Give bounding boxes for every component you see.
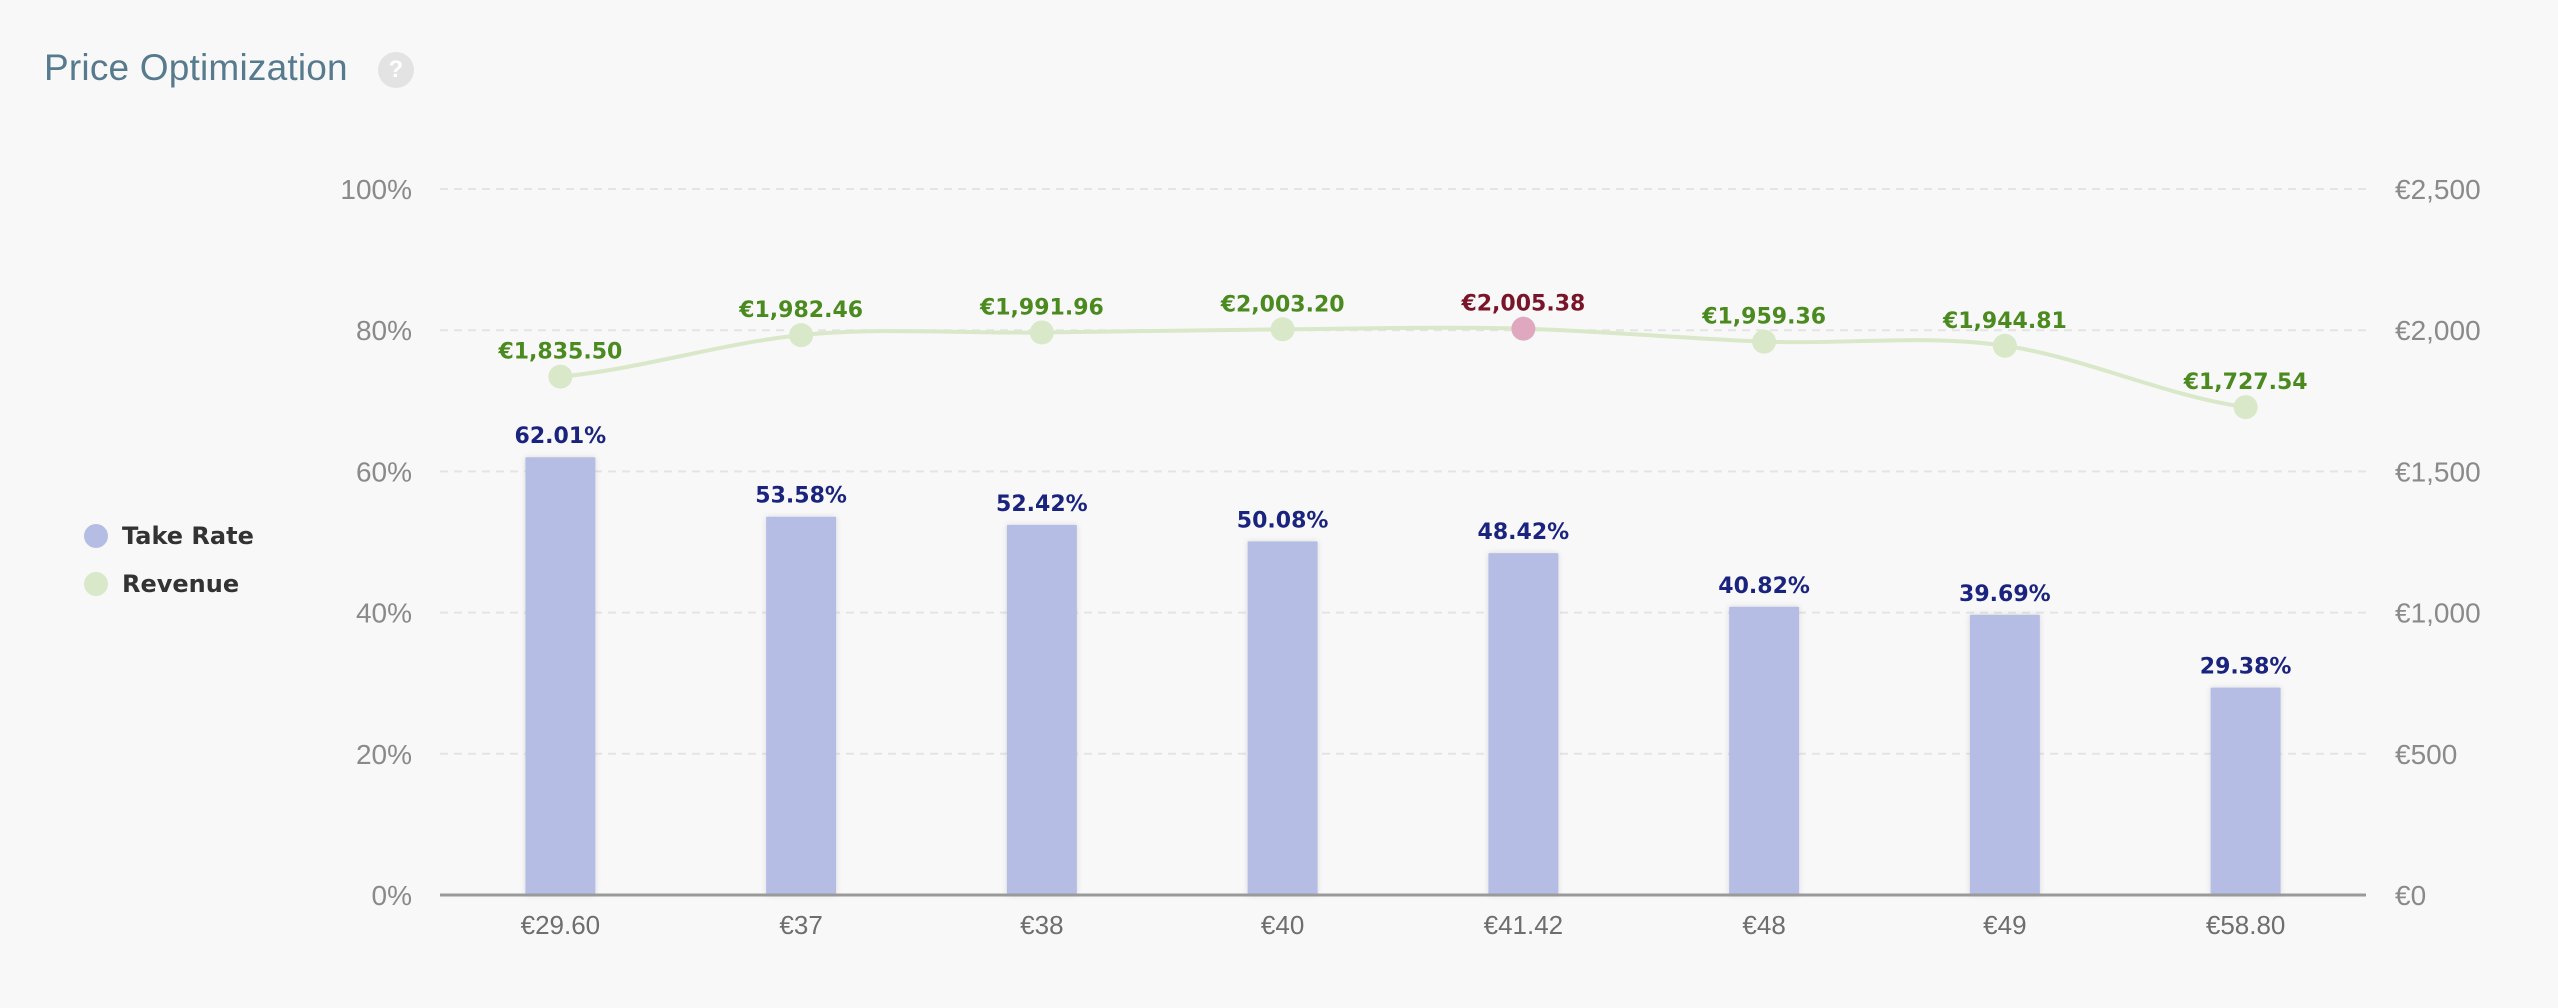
revenue-point [2233, 395, 2258, 420]
right-axis-tick-label: €500 [2395, 739, 2457, 770]
x-axis-tick-label: €41.42 [1484, 910, 1564, 940]
revenue-data-label: €1,991.96 [979, 295, 1104, 320]
x-axis-tick-label: €49 [1983, 910, 2026, 940]
revenue-data-label: €2,005.38 [1460, 292, 1585, 317]
take-rate-bar [1488, 553, 1559, 895]
take-rate-bar [1006, 524, 1077, 895]
take-rate-data-label: 40.82% [1718, 574, 1810, 599]
revenue-data-label: €1,959.36 [1701, 305, 1826, 330]
revenue-swatch-icon [84, 572, 108, 596]
page-title: Price Optimization [44, 47, 348, 88]
right-axis-tick-label: €2,000 [2395, 315, 2481, 346]
take-rate-data-label: 39.69% [1959, 582, 2051, 607]
take-rate-swatch-icon [84, 524, 108, 548]
x-axis-tick-label: €58.80 [2206, 910, 2286, 940]
left-axis-tick-label: 80% [356, 315, 412, 346]
legend-label: Take Rate [122, 522, 254, 550]
take-rate-data-label: 53.58% [755, 484, 847, 509]
chart-legend: Take Rate Revenue [84, 512, 254, 608]
take-rate-bar [1729, 606, 1800, 895]
revenue-data-label: €1,835.50 [497, 340, 622, 365]
help-icon[interactable]: ? [377, 52, 414, 88]
take-rate-bar [766, 516, 837, 895]
legend-label: Revenue [122, 570, 240, 598]
take-rate-bar [1247, 541, 1318, 895]
take-rate-data-label: 29.38% [2200, 655, 2292, 680]
x-axis-tick-label: €40 [1261, 910, 1304, 940]
revenue-point [1270, 317, 1295, 342]
x-axis-tick-label: €48 [1742, 910, 1785, 940]
left-axis-tick-label: 40% [356, 598, 412, 629]
x-axis-tick-label: €37 [779, 910, 822, 940]
revenue-data-label: €1,982.46 [738, 298, 863, 323]
take-rate-bar [2210, 687, 2281, 895]
revenue-line [560, 325, 2246, 410]
left-axis-tick-label: 20% [356, 739, 412, 770]
take-rate-data-label: 52.42% [996, 492, 1088, 517]
x-axis-tick-label: €38 [1020, 910, 1063, 940]
revenue-point [548, 364, 573, 389]
right-axis-tick-label: €1,500 [2395, 456, 2481, 487]
left-axis-tick-label: 100% [340, 174, 412, 205]
revenue-data-label: €2,003.20 [1220, 292, 1345, 317]
take-rate-data-label: 48.42% [1478, 520, 1570, 545]
take-rate-data-label: 62.01% [515, 424, 607, 449]
revenue-point [1511, 316, 1536, 341]
revenue-data-label: €1,944.81 [1942, 309, 2067, 334]
revenue-point [1752, 329, 1777, 354]
x-axis-tick-label: €29.60 [521, 910, 601, 940]
right-axis-tick-label: €1,000 [2395, 598, 2481, 629]
revenue-data-label: €1,727.54 [2183, 370, 2308, 395]
revenue-point [1992, 333, 2017, 358]
take-rate-bar [525, 457, 596, 895]
panel-header: Price Optimization ? [44, 40, 414, 96]
revenue-point [789, 323, 814, 348]
revenue-point [1029, 320, 1054, 345]
left-axis-tick-label: 0% [372, 880, 412, 911]
take-rate-bar [1969, 614, 2040, 895]
legend-item-take-rate[interactable]: Take Rate [84, 512, 254, 560]
right-axis-tick-label: €2,500 [2395, 174, 2481, 205]
take-rate-data-label: 50.08% [1237, 508, 1329, 533]
legend-item-revenue[interactable]: Revenue [84, 560, 254, 608]
left-axis-tick-label: 60% [356, 456, 412, 487]
right-axis-tick-label: €0 [2395, 880, 2426, 911]
